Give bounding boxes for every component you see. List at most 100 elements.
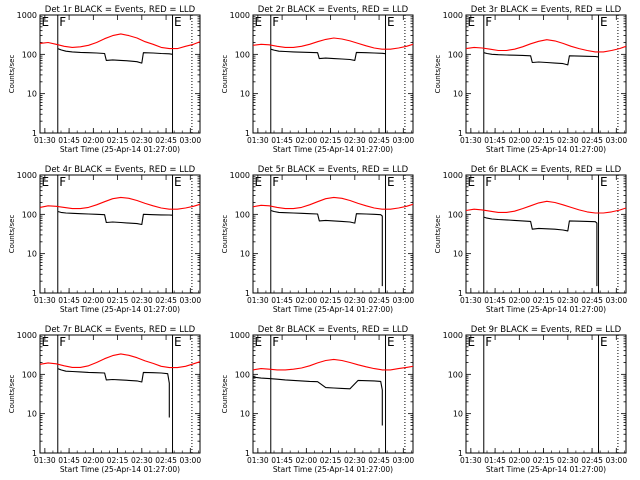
x-tick-label: 02:00 <box>83 296 105 305</box>
x-axis-label: Start Time (25-Apr-14 01:27:00) <box>486 305 606 314</box>
y-axis-label: Counts/sec <box>434 55 442 94</box>
marker-label: F <box>485 335 492 349</box>
x-tick-label: 02:00 <box>509 296 531 305</box>
det-panel-3: Det 3r BLACK = Events, RED = LLD 1 10 100 10… <box>434 5 627 154</box>
marker-label: F <box>272 335 279 349</box>
y-tick-label: 10 <box>240 250 250 259</box>
y-tick-label: 100 <box>235 370 250 379</box>
marker-label: F <box>59 175 66 189</box>
x-tick-label: 02:15 <box>107 296 129 305</box>
x-tick-label: 02:15 <box>320 136 342 145</box>
x-tick-label: 02:45 <box>155 296 177 305</box>
events-series-line <box>483 52 599 66</box>
marker-label: E <box>468 15 476 29</box>
x-tick-label: 02:00 <box>296 136 318 145</box>
marker-label: E <box>42 15 50 29</box>
y-tick-label: 100 <box>448 210 463 219</box>
x-tick-label: 01:45 <box>484 456 506 465</box>
lld-series-line <box>252 358 414 371</box>
x-tick-label: 02:15 <box>107 136 129 145</box>
y-tick-label: 1000 <box>443 171 463 180</box>
x-tick-label: 01:30 <box>460 456 482 465</box>
x-tick-label: 02:15 <box>320 456 342 465</box>
det-panel-8: Det 8r BLACK = Events, RED = LLD 1 10 100 10… <box>221 325 414 474</box>
y-tick-label: 100 <box>22 370 37 379</box>
x-tick-label: 02:45 <box>368 136 390 145</box>
det-panel-1: Det 1r BLACK = Events, RED = LLD 1 10 100 10… <box>8 5 201 154</box>
y-tick-label: 1000 <box>230 331 250 340</box>
x-tick-label: 01:30 <box>460 136 482 145</box>
marker-label: E <box>42 175 50 189</box>
y-tick-label: 100 <box>448 370 463 379</box>
marker-label: E <box>255 15 263 29</box>
x-tick-label: 02:15 <box>107 456 129 465</box>
marker-label: F <box>272 15 279 29</box>
events-series-line <box>270 48 386 61</box>
marker-label: E <box>255 175 263 189</box>
x-tick-label: 03:00 <box>392 456 414 465</box>
x-tick-label: 01:45 <box>271 296 293 305</box>
y-tick-label: 1 <box>32 449 37 458</box>
marker-label: E <box>387 15 395 29</box>
events-series-line <box>252 376 383 426</box>
marker-label: E <box>600 335 608 349</box>
x-tick-label: 02:45 <box>155 136 177 145</box>
marker-label: E <box>600 15 608 29</box>
marker-label: F <box>485 15 492 29</box>
x-tick-label: 02:30 <box>557 456 579 465</box>
x-axis-label: Start Time (25-Apr-14 01:27:00) <box>60 465 180 474</box>
x-tick-label: 02:45 <box>368 296 390 305</box>
x-tick-label: 02:00 <box>83 456 105 465</box>
x-tick-label: 01:30 <box>247 296 269 305</box>
y-tick-label: 1 <box>32 129 37 138</box>
y-tick-label: 1 <box>245 289 250 298</box>
x-axis-label: Start Time (25-Apr-14 01:27:00) <box>486 465 606 474</box>
lld-series-line <box>39 353 201 369</box>
events-series-line <box>483 216 598 287</box>
y-tick-label: 1000 <box>443 331 463 340</box>
y-tick-label: 100 <box>22 50 37 59</box>
marker-label: E <box>174 15 182 29</box>
events-series-line <box>57 48 173 64</box>
x-tick-label: 02:45 <box>155 456 177 465</box>
lld-series-line <box>465 39 627 53</box>
x-tick-label: 03:00 <box>392 296 414 305</box>
x-tick-label: 02:15 <box>320 296 342 305</box>
x-tick-label: 02:45 <box>368 456 390 465</box>
x-tick-label: 02:45 <box>581 456 603 465</box>
x-tick-label: 01:45 <box>271 456 293 465</box>
y-axis-label: Counts/sec <box>221 215 229 254</box>
x-axis-label: Start Time (25-Apr-14 01:27:00) <box>60 305 180 314</box>
marker-label: E <box>174 175 182 189</box>
panel-title: Det 6r BLACK = Events, RED = LLD <box>471 165 622 175</box>
marker-label: E <box>387 175 395 189</box>
y-axis-label: Counts/sec <box>221 55 229 94</box>
x-axis-label: Start Time (25-Apr-14 01:27:00) <box>273 465 393 474</box>
marker-label: E <box>468 335 476 349</box>
y-tick-label: 10 <box>27 90 37 99</box>
x-tick-label: 01:30 <box>247 456 269 465</box>
x-tick-label: 02:15 <box>533 136 555 145</box>
y-tick-label: 1 <box>32 289 37 298</box>
x-tick-label: 02:00 <box>296 296 318 305</box>
marker-label: F <box>59 15 66 29</box>
x-tick-label: 02:15 <box>533 456 555 465</box>
y-tick-label: 1000 <box>17 171 37 180</box>
det-panel-2: Det 2r BLACK = Events, RED = LLD 1 10 100 10… <box>221 5 414 154</box>
x-tick-label: 01:45 <box>484 136 506 145</box>
x-tick-label: 02:30 <box>344 296 366 305</box>
marker-label: E <box>468 175 476 189</box>
panel-title: Det 7r BLACK = Events, RED = LLD <box>45 325 196 335</box>
x-axis-label: Start Time (25-Apr-14 01:27:00) <box>273 305 393 314</box>
x-tick-label: 02:30 <box>557 136 579 145</box>
panel-title: Det 3r BLACK = Events, RED = LLD <box>471 5 622 15</box>
x-tick-label: 02:45 <box>581 136 603 145</box>
y-tick-label: 1 <box>458 449 463 458</box>
x-tick-label: 02:30 <box>344 136 366 145</box>
x-axis-label: Start Time (25-Apr-14 01:27:00) <box>486 145 606 154</box>
panel-title: Det 4r BLACK = Events, RED = LLD <box>45 165 196 175</box>
panel-title: Det 1r BLACK = Events, RED = LLD <box>45 5 196 15</box>
y-tick-label: 1000 <box>17 11 37 20</box>
y-tick-label: 100 <box>235 50 250 59</box>
x-tick-label: 03:00 <box>605 456 627 465</box>
